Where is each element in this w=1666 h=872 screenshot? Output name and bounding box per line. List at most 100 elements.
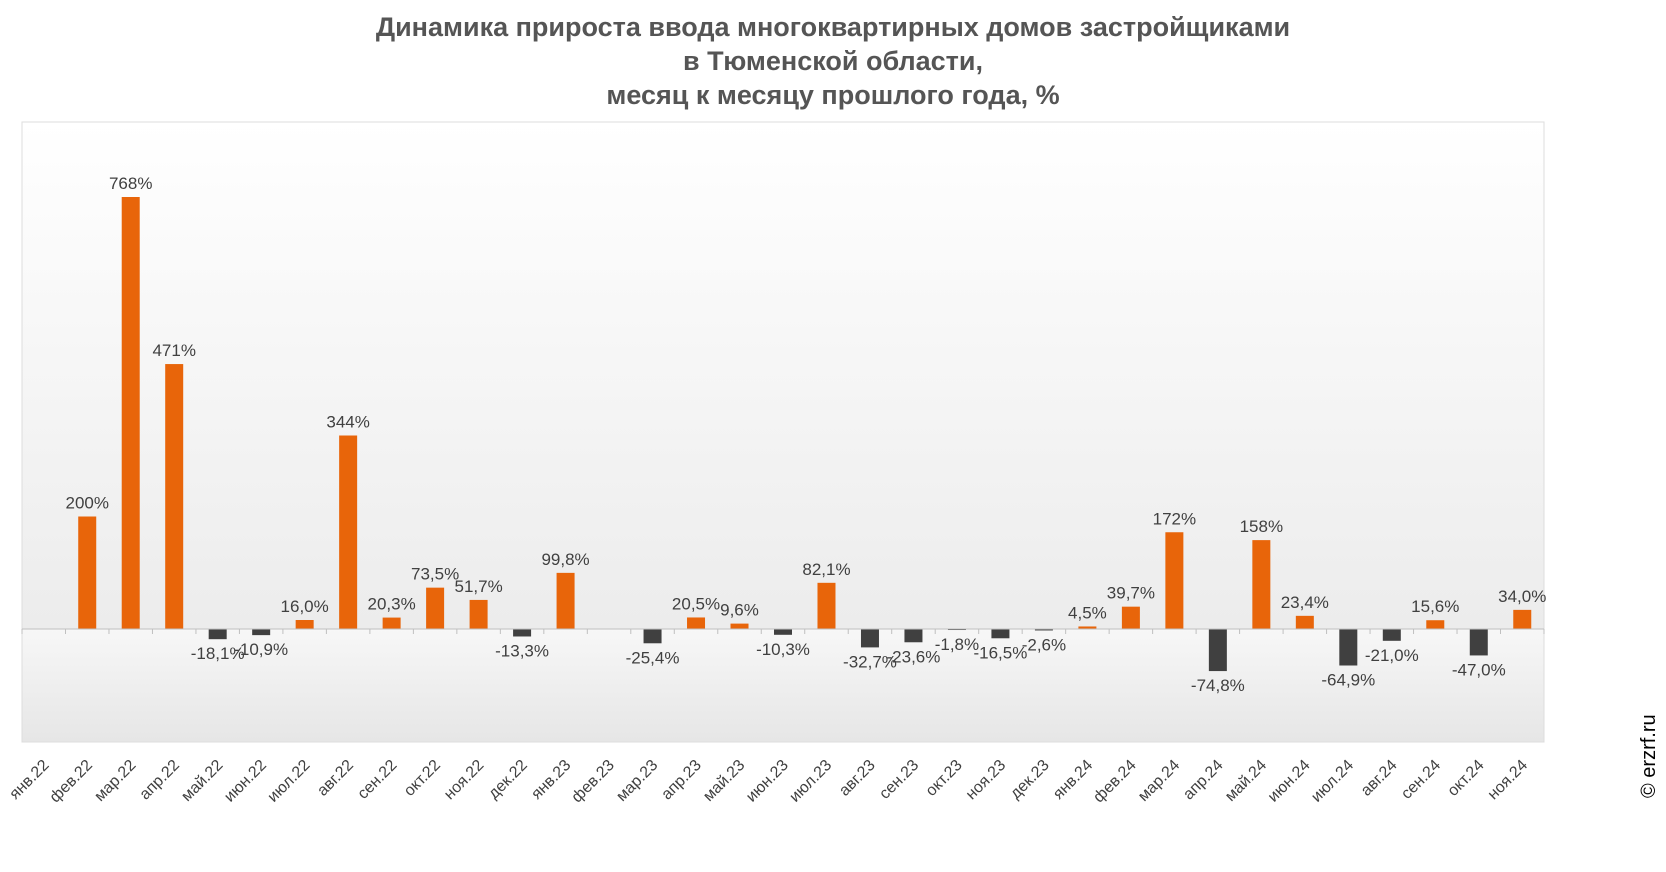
bar (1121, 606, 1140, 629)
bar (860, 629, 879, 648)
data-label: 768% (109, 174, 152, 193)
data-label: 16,0% (281, 597, 329, 616)
x-tick-label: июл.23 (786, 757, 835, 806)
x-tick-label: янв.24 (1050, 757, 1096, 803)
x-tick-labels-group: янв.22фев.22мар.22апр.22май.22июн.22июл.… (6, 757, 1531, 806)
data-label: -32,7% (843, 652, 897, 671)
data-label: -18,1% (191, 644, 245, 663)
x-tick-label: фев.24 (1090, 757, 1139, 806)
data-label: -10,9% (234, 640, 288, 659)
x-tick-label: ноя.24 (1485, 757, 1531, 803)
x-tick-label: апр.22 (137, 757, 184, 804)
bar (295, 620, 314, 629)
data-label: -74,8% (1191, 676, 1245, 695)
x-tick-label: авг.23 (836, 757, 879, 800)
bar (1513, 609, 1532, 629)
x-tick-label: янв.23 (528, 757, 574, 803)
bar (730, 623, 749, 629)
bar (1382, 629, 1401, 641)
bar (252, 629, 271, 636)
x-tick-label: сен.23 (876, 757, 922, 803)
data-label: 20,5% (672, 594, 720, 613)
data-label: 99,8% (541, 550, 589, 569)
data-label: 172% (1153, 509, 1196, 528)
chart-title-line-3: месяц к месяцу прошлого года, % (606, 80, 1060, 110)
x-tick-label: июн.23 (743, 757, 792, 806)
x-tick-label: сен.22 (355, 757, 401, 803)
x-tick-label: июн.24 (1265, 757, 1314, 806)
data-label: -16,5% (973, 643, 1027, 662)
x-tick-label: июн.22 (221, 757, 270, 806)
data-label: 158% (1240, 517, 1283, 536)
data-label: -13,3% (495, 641, 549, 660)
bar (687, 617, 706, 629)
bar (426, 587, 445, 629)
data-label: -21,0% (1365, 646, 1419, 665)
bar (1078, 626, 1097, 629)
data-label: 51,7% (454, 577, 502, 596)
data-label: -10,3% (756, 640, 810, 659)
bar (469, 599, 488, 629)
x-tick-label: авг.22 (314, 757, 357, 800)
bar (382, 617, 401, 629)
data-label: -25,4% (626, 648, 680, 667)
bar (165, 364, 184, 629)
x-tick-label: янв.22 (6, 757, 52, 803)
bar (208, 629, 227, 640)
data-label: -64,9% (1321, 671, 1375, 690)
x-tick-label: окт.23 (923, 757, 966, 800)
x-tick-label: мар.23 (613, 757, 661, 805)
data-label: -47,0% (1452, 660, 1506, 679)
x-tick-label: мар.22 (91, 757, 139, 805)
x-tick-label: окт.24 (1445, 757, 1488, 800)
bar (991, 629, 1010, 639)
bar (1208, 629, 1227, 672)
x-tick-label: дек.22 (485, 757, 531, 803)
plot-area-border (21, 121, 1545, 743)
bar (1339, 629, 1358, 666)
bars-group (78, 197, 1532, 672)
data-labels-group: 200% 768% 471% -18,1%-10,9% 16,0% 344% 20,3% 73… (65, 174, 1546, 695)
data-label: 20,3% (368, 595, 416, 614)
bar (1295, 615, 1314, 629)
x-tick-label: май.22 (178, 757, 226, 805)
data-label: 471% (152, 341, 195, 360)
x-tick-label: дек.23 (1007, 757, 1053, 803)
bar (339, 435, 358, 629)
bar (947, 629, 966, 631)
bar (1252, 540, 1271, 629)
bar (556, 572, 575, 629)
axis-ticks-group (21, 629, 1545, 634)
chart-title-line-1: Динамика прироста ввода многоквартирных … (375, 12, 1291, 42)
data-label: 4,5% (1068, 603, 1107, 622)
bar (774, 629, 792, 635)
credit-watermark: © erzrf.ru (1638, 714, 1660, 798)
x-tick-label: май.24 (1222, 757, 1270, 805)
plot-area-bottom (22, 629, 1544, 742)
bar (1426, 620, 1445, 629)
x-tick-label: апр.23 (658, 757, 705, 804)
x-tick-label: ноя.22 (441, 757, 487, 803)
x-tick-label: июл.24 (1308, 757, 1357, 806)
data-label: 82,1% (802, 560, 850, 579)
x-tick-label: май.23 (700, 757, 748, 805)
bar (1469, 629, 1488, 656)
x-tick-label: мар.24 (1135, 757, 1183, 805)
x-tick-label: апр.24 (1180, 757, 1227, 804)
bar (1034, 629, 1053, 631)
data-label: 200% (65, 494, 108, 513)
x-tick-label: июл.22 (265, 757, 314, 806)
data-label: 73,5% (411, 565, 459, 584)
data-label: 34,0% (1498, 587, 1546, 606)
data-label: 23,4% (1281, 593, 1329, 612)
x-tick-label: фев.22 (47, 757, 96, 806)
x-tick-label: фев.23 (569, 757, 618, 806)
bar (904, 629, 923, 643)
bar (513, 629, 532, 637)
x-tick-label: сен.24 (1398, 757, 1444, 803)
data-label: -2,6% (1022, 635, 1066, 654)
x-tick-label: ноя.23 (963, 757, 1009, 803)
chart-title-line-2: в Тюменской области, (682, 46, 983, 76)
bar (1165, 532, 1184, 629)
